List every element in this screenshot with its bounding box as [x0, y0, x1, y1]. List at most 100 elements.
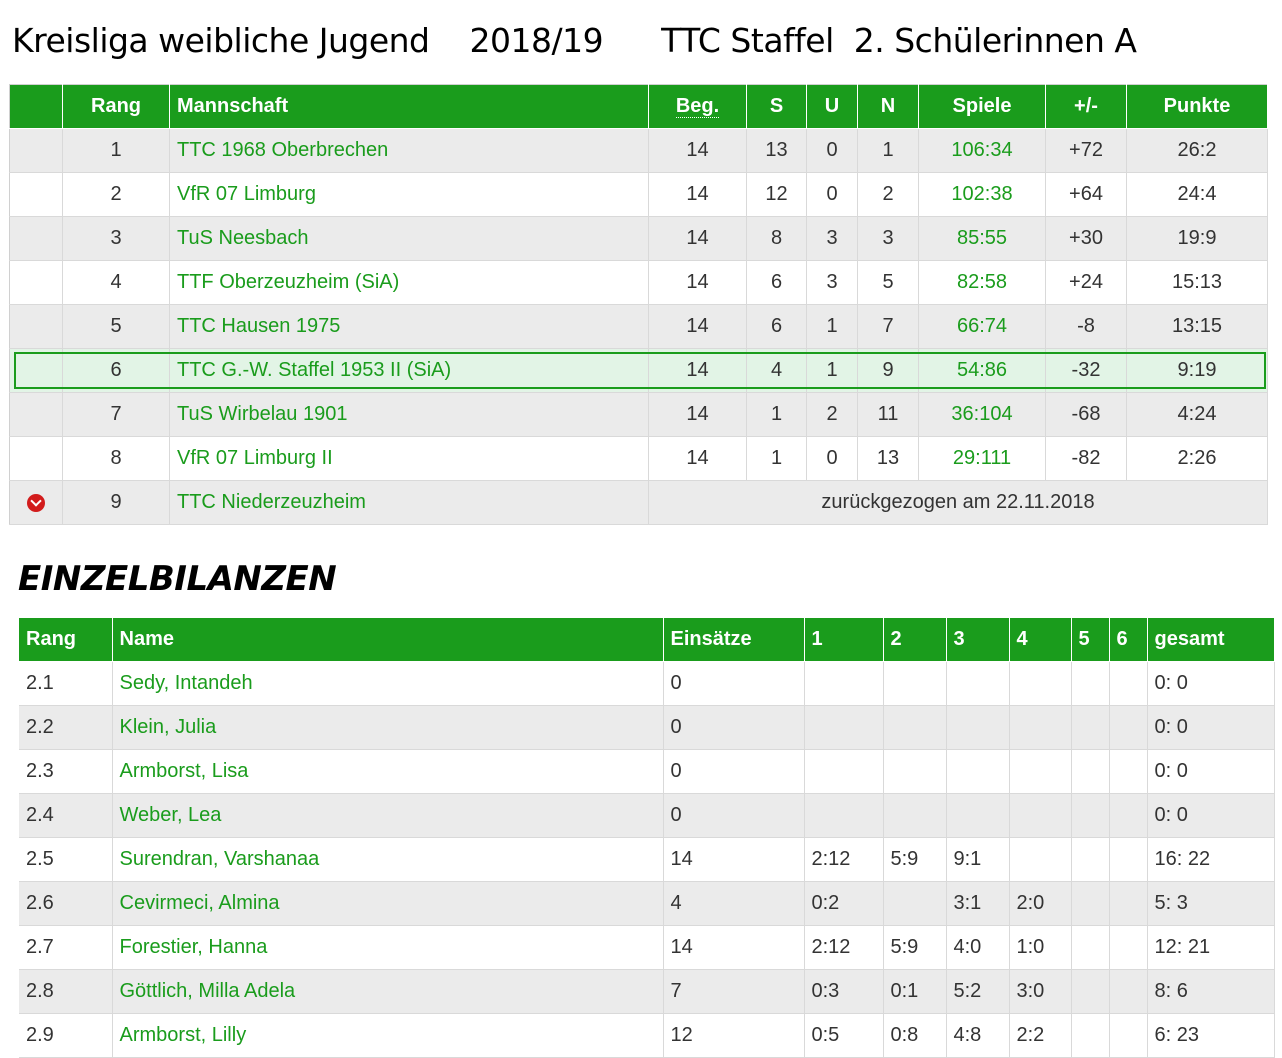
header-spiele[interactable]: Spiele: [918, 84, 1046, 129]
team-name-cell: TTC 1968 Oberbrechen: [169, 128, 649, 173]
team-games[interactable]: 66:74: [918, 304, 1046, 349]
player-link[interactable]: Sedy, Intandeh: [119, 672, 253, 694]
team-link[interactable]: TTC Hausen 1975: [177, 315, 341, 337]
team-won: 4: [746, 348, 807, 393]
player-position-p2: [883, 705, 947, 750]
team-games[interactable]: 54:86: [918, 348, 1046, 393]
player-position-p4: [1009, 661, 1072, 706]
header-s[interactable]: S: [746, 84, 807, 129]
team-link[interactable]: VfR 07 Limburg: [177, 183, 316, 205]
player-header-p5[interactable]: 5: [1071, 618, 1110, 662]
header-n[interactable]: N: [857, 84, 919, 129]
player-position-p5: [1071, 793, 1110, 838]
team-link[interactable]: TTC Niederzeuzheim: [177, 491, 366, 513]
player-total: 0: 0: [1147, 793, 1275, 838]
chevron-down-circle-icon[interactable]: [27, 493, 45, 512]
team-link[interactable]: TTC 1968 Oberbrechen: [177, 139, 389, 161]
player-header-p1[interactable]: 1: [804, 618, 884, 662]
team-rank: 3: [62, 216, 170, 261]
player-link[interactable]: Armborst, Lisa: [119, 760, 249, 782]
team-games[interactable]: 36:104: [918, 392, 1046, 437]
header-diff[interactable]: +/-: [1045, 84, 1127, 129]
row-icon-cell: [9, 304, 63, 349]
team-name-cell: TuS Wirbelau 1901: [169, 392, 649, 437]
player-link[interactable]: Göttlich, Milla Adela: [119, 980, 296, 1002]
player-header-row: Rang Name Einsätze 1 2 3 4 5 6 gesamt: [19, 618, 1275, 662]
player-total: 0: 0: [1147, 661, 1275, 706]
standings-row: 5 TTC Hausen 1975 14 6 1 7 66:74 -8 13:15: [9, 304, 1268, 349]
team-diff: +64: [1045, 172, 1127, 217]
player-header-einsaetze[interactable]: Einsätze: [663, 618, 805, 662]
team-won: 1: [746, 436, 807, 481]
team-games[interactable]: 102:38: [918, 172, 1046, 217]
team-diff: -68: [1045, 392, 1127, 437]
player-header-p6[interactable]: 6: [1109, 618, 1148, 662]
player-link[interactable]: Cevirmeci, Almina: [119, 892, 280, 914]
player-position-p6: [1109, 969, 1148, 1014]
player-link[interactable]: Weber, Lea: [119, 804, 222, 826]
team-lost: 5: [857, 260, 919, 305]
header-mannschaft[interactable]: Mannschaft: [169, 84, 649, 129]
player-row: 2.6 Cevirmeci, Almina 4 0:2 3:1 2:0 5: 3: [19, 881, 1275, 926]
team-diff: +30: [1045, 216, 1127, 261]
team-won: 13: [746, 128, 807, 173]
player-rank: 2.3: [19, 749, 113, 794]
team-link[interactable]: TTC G.-W. Staffel 1953 II (SiA): [177, 359, 452, 381]
player-position-p6: [1109, 793, 1148, 838]
team-lost: 13: [857, 436, 919, 481]
team-won: 12: [746, 172, 807, 217]
standings-row: 1 TTC 1968 Oberbrechen 14 13 0 1 106:34 +72 26:2: [9, 128, 1268, 173]
player-rank: 2.4: [19, 793, 113, 838]
player-position-p5: [1071, 837, 1110, 882]
player-position-p1: 2:12: [804, 925, 884, 970]
player-position-p2: [883, 749, 947, 794]
player-link[interactable]: Surendran, Varshanaa: [119, 848, 320, 870]
header-punkte[interactable]: Punkte: [1126, 84, 1268, 129]
player-link[interactable]: Forestier, Hanna: [119, 936, 268, 958]
header-beg[interactable]: Beg.: [648, 84, 747, 129]
team-link[interactable]: TuS Wirbelau 1901: [177, 403, 348, 425]
player-position-p2: 0:1: [883, 969, 947, 1014]
player-header-p2[interactable]: 2: [883, 618, 947, 662]
player-row: 2.9 Armborst, Lilly 12 0:5 0:8 4:8 2:2 6: 23: [19, 1013, 1275, 1058]
player-header-p4[interactable]: 4: [1009, 618, 1072, 662]
player-position-p2: 5:9: [883, 837, 947, 882]
player-header-name[interactable]: Name: [112, 618, 664, 662]
player-position-p3: 5:2: [946, 969, 1010, 1014]
team-played: 14: [648, 216, 747, 261]
player-header-rang[interactable]: Rang: [19, 618, 113, 662]
header-rang[interactable]: Rang: [62, 84, 170, 129]
header-u[interactable]: U: [806, 84, 858, 129]
player-name-cell: Weber, Lea: [112, 793, 664, 838]
team-link[interactable]: TTF Oberzeuzheim (SiA): [177, 271, 400, 293]
player-einsaetze: 14: [663, 925, 805, 970]
player-einsaetze: 7: [663, 969, 805, 1014]
player-position-p1: 0:2: [804, 881, 884, 926]
player-total: 8: 6: [1147, 969, 1275, 1014]
player-row: 2.3 Armborst, Lisa 0 0: 0: [19, 749, 1275, 794]
team-name: 2. Schülerinnen A: [853, 21, 1137, 60]
player-position-p4: 3:0: [1009, 969, 1072, 1014]
team-games[interactable]: 82:58: [918, 260, 1046, 305]
player-link[interactable]: Armborst, Lilly: [119, 1024, 247, 1046]
player-link[interactable]: Klein, Julia: [119, 716, 217, 738]
team-link[interactable]: TuS Neesbach: [177, 227, 309, 249]
player-position-p3: [946, 749, 1010, 794]
team-rank: 4: [62, 260, 170, 305]
team-name-cell: VfR 07 Limburg II: [169, 436, 649, 481]
team-games[interactable]: 29:111: [918, 436, 1046, 481]
standings-row: 2 VfR 07 Limburg 14 12 0 2 102:38 +64 24:4: [9, 172, 1268, 217]
player-row: 2.1 Sedy, Intandeh 0 0: 0: [19, 661, 1275, 706]
player-position-p6: [1109, 837, 1148, 882]
player-position-p5: [1071, 969, 1110, 1014]
player-name-cell: Forestier, Hanna: [112, 925, 664, 970]
player-header-gesamt[interactable]: gesamt: [1147, 618, 1275, 662]
team-games[interactable]: 85:55: [918, 216, 1046, 261]
team-diff: +72: [1045, 128, 1127, 173]
team-played: 14: [648, 128, 747, 173]
player-header-p3[interactable]: 3: [946, 618, 1010, 662]
team-won: 8: [746, 216, 807, 261]
team-link[interactable]: VfR 07 Limburg II: [177, 447, 333, 469]
team-games[interactable]: 106:34: [918, 128, 1046, 173]
player-position-p6: [1109, 881, 1148, 926]
